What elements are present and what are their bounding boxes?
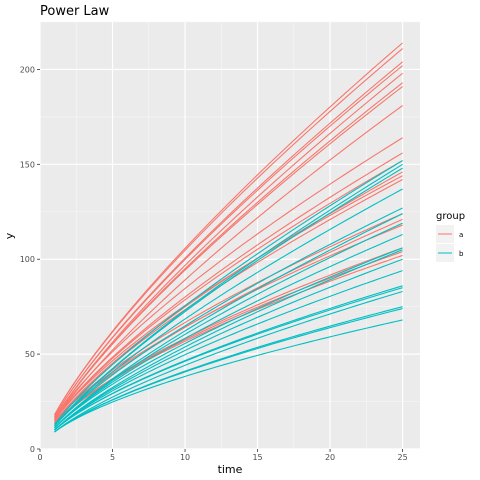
- x-axis-title: time: [218, 463, 243, 476]
- series-layer: [54, 42, 403, 433]
- series-a-line: [54, 105, 403, 421]
- series-a-line: [54, 213, 403, 423]
- x-tick-label: 10: [180, 453, 190, 462]
- series-a-line: [54, 48, 403, 416]
- series-b-line: [54, 247, 403, 429]
- series-a-line: [54, 160, 403, 421]
- legend-title: group: [436, 211, 465, 222]
- y-axis-title: y: [3, 232, 16, 239]
- series-a-line: [54, 65, 403, 418]
- x-tick-label: 25: [398, 453, 408, 462]
- series-a-line: [54, 218, 403, 425]
- series-b-line: [54, 290, 403, 433]
- series-b-line: [54, 207, 403, 427]
- series-a-line: [54, 137, 403, 419]
- series-a-line: [54, 152, 403, 421]
- grid-minor: [40, 21, 420, 449]
- y-tick-label: 200: [20, 65, 35, 74]
- chart-title: Power Law: [40, 4, 110, 19]
- y-tick-label: 100: [20, 255, 35, 264]
- series-a-line: [54, 175, 403, 421]
- series-b-line: [54, 160, 403, 425]
- legend-label-a: a: [459, 231, 463, 239]
- series-b-line: [54, 258, 403, 431]
- series-b-line: [54, 287, 403, 431]
- series-b-line: [54, 222, 403, 429]
- series-a-line: [54, 72, 403, 419]
- x-tick-label: 5: [110, 453, 115, 462]
- series-b-line: [54, 249, 403, 431]
- x-tick-label: 15: [252, 453, 262, 462]
- x-tick-label: 0: [37, 453, 42, 462]
- series-b-line: [54, 308, 403, 433]
- x-tick-label: 20: [325, 453, 335, 462]
- legend: group a b: [436, 211, 465, 262]
- series-b-line: [54, 319, 403, 433]
- series-b-line: [54, 213, 403, 429]
- series-b-line: [54, 270, 403, 431]
- series-a-line: [54, 86, 403, 419]
- series-b-line: [54, 234, 403, 429]
- y-tick-label: 150: [20, 160, 35, 169]
- y-tick-label: 50: [25, 350, 35, 359]
- ticks-layer: 0 5 10 15 20 25 0 50 100 150 200: [20, 65, 408, 462]
- series-b-line: [54, 167, 403, 427]
- legend-label-b: b: [459, 250, 464, 258]
- y-tick-label: 0: [30, 445, 35, 454]
- series-b-line: [54, 188, 403, 427]
